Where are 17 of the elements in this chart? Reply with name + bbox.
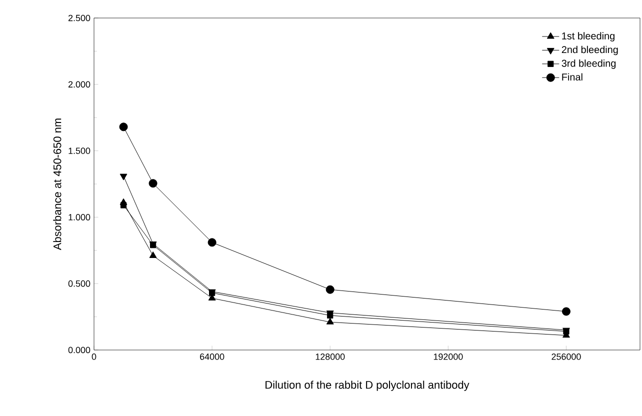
y-tick-label: 0.000	[68, 346, 90, 354]
legend-label: 3rd bleeding	[562, 60, 616, 69]
x-axis-title: Dilution of the rabbit D polyclonal antibody	[266, 380, 470, 391]
legend-label: 2nd bleeding	[562, 46, 618, 56]
y-axis-title: Absorbance at 450-650 nm	[53, 118, 62, 250]
x-tick-label: 192000	[434, 354, 463, 360]
y-tick-label: 2.000	[68, 81, 90, 88]
y-tick-label: 1.000	[68, 214, 90, 220]
y-tick-label: 2.500	[68, 14, 90, 22]
y-tick-label: 0.500	[68, 280, 90, 287]
y-tick-label: 1.500	[68, 148, 90, 154]
x-tick-label: 128000	[316, 354, 345, 360]
x-tick-label: 256000	[552, 354, 581, 360]
x-tick-label: 64000	[200, 354, 224, 360]
legend-label: Final	[562, 73, 582, 81]
x-tick-label: 0	[92, 354, 96, 360]
legend-label: 1st bleeding	[562, 32, 614, 42]
